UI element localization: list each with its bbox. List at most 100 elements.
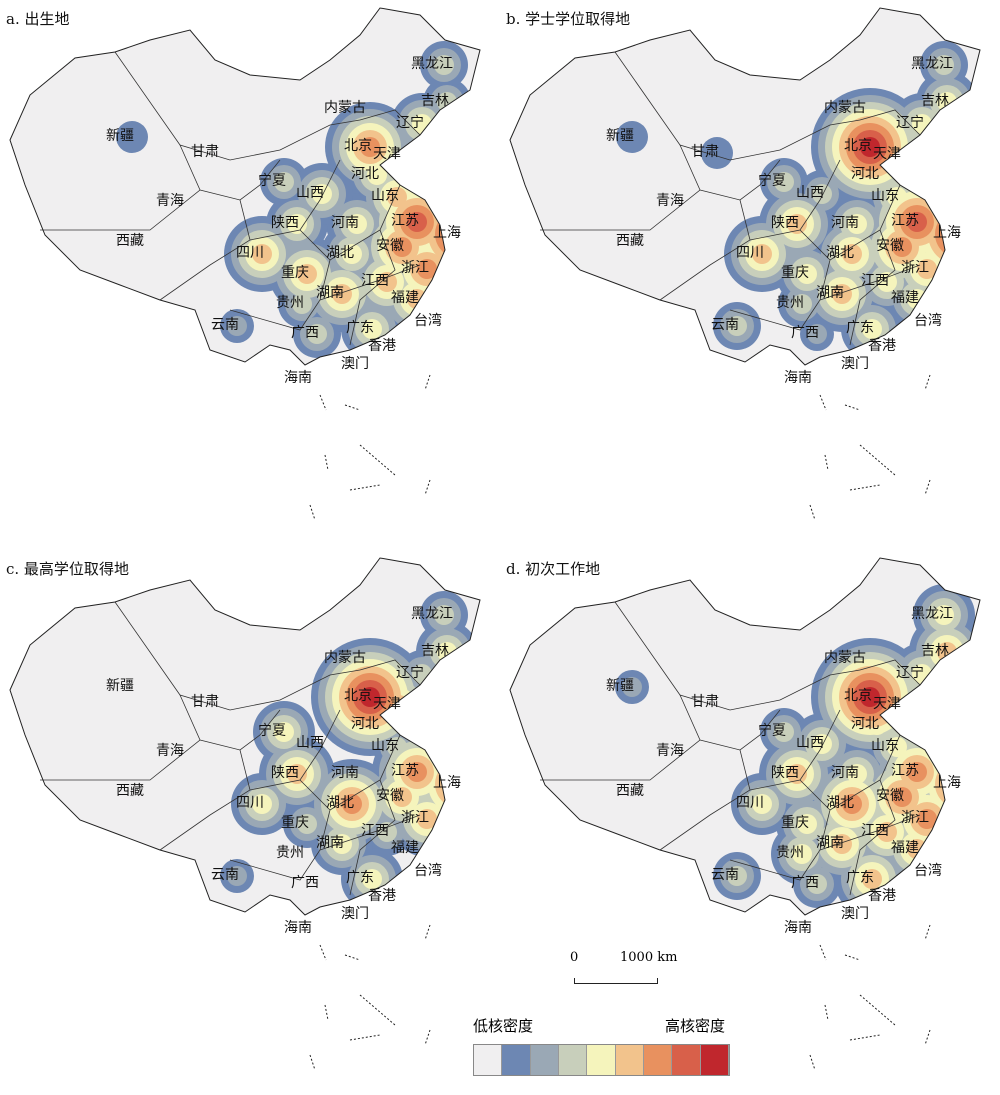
province-border (319, 814, 421, 851)
province-label: 江苏 (391, 763, 419, 779)
south-china-sea-boundary (849, 1034, 881, 1041)
south-china-sea-boundary (849, 484, 881, 491)
province-border (859, 659, 921, 686)
south-china-sea-boundary (359, 994, 396, 1026)
density-山西 (312, 184, 332, 204)
country-outline (9, 557, 481, 916)
province-label: 香港 (368, 888, 396, 904)
province-label: 贵州 (276, 295, 304, 311)
province-label: 安徽 (376, 788, 404, 804)
density-山西 (812, 734, 832, 754)
province-border (199, 709, 281, 751)
province-label: 河北 (851, 166, 879, 182)
province-label: 黑龙江 (411, 56, 453, 72)
south-china-sea-boundary (844, 954, 861, 961)
province-label: 黑龙江 (911, 56, 953, 72)
province-label: 北京 (844, 688, 872, 704)
panel-title: c. 最高学位取得地 (6, 560, 129, 578)
density-广东 (362, 319, 382, 339)
density-云南 (727, 316, 747, 336)
province-label: 广西 (291, 325, 319, 341)
density-江西 (377, 822, 397, 842)
south-china-sea-boundary (424, 924, 431, 941)
province-label: 云南 (211, 867, 239, 883)
density-广西 (807, 324, 827, 344)
density-安徽 (392, 237, 412, 257)
density-河南 (347, 214, 367, 234)
south-china-sea-boundary (819, 394, 827, 411)
south-china-sea-boundary (809, 504, 816, 521)
density-广东 (862, 319, 882, 339)
legend-high: 高核密度 (664, 1017, 725, 1035)
province-label: 广东 (346, 320, 374, 336)
province-label: 台湾 (914, 312, 942, 329)
province-label: 贵州 (776, 295, 804, 311)
south-china-sea-boundary (424, 374, 431, 391)
legend-swatch-3 (558, 1045, 588, 1075)
density-云南 (727, 866, 747, 886)
province-border (659, 199, 751, 301)
province-label: 广西 (791, 325, 819, 341)
province-label: 河北 (851, 716, 879, 732)
density-广东 (362, 869, 382, 889)
density-江西 (877, 272, 897, 292)
province-label: 吉林 (421, 643, 449, 659)
province-label: 台湾 (914, 862, 942, 879)
density-黑龙江 (434, 55, 454, 75)
province-label: 江苏 (891, 763, 919, 779)
province-border (249, 709, 341, 791)
density-山西 (812, 184, 832, 204)
density-安徽 (392, 787, 412, 807)
panel-title: b. 学士学位取得地 (506, 10, 631, 28)
density-四川 (752, 244, 772, 264)
density-重庆 (797, 814, 817, 834)
map-panel-c: 新疆 甘肃 青海 西藏 内蒙古 黑龙江 吉林 辽宁 北京 天津 河北 山西 宁夏 山东 陕西 河南 江苏 上海 安徽… (0, 550, 500, 1095)
province-label: 陕西 (271, 765, 299, 781)
density-四川 (252, 244, 272, 264)
province-label: 甘肃 (691, 144, 719, 160)
density-广西 (307, 324, 327, 344)
density-宁夏 (774, 722, 794, 742)
province-label: 内蒙古 (324, 100, 366, 116)
province-label: 香港 (368, 338, 396, 354)
density-湖北 (342, 794, 362, 814)
province-border (249, 159, 341, 241)
scale-bar: 0 1000 km (570, 950, 677, 990)
legend-swatch-4 (587, 1045, 616, 1075)
province-label: 甘肃 (191, 694, 219, 710)
province-border (40, 694, 201, 781)
density-山东 (387, 187, 407, 207)
province-border (749, 709, 841, 791)
density-湖北 (842, 244, 862, 264)
density-江西 (877, 822, 897, 842)
density-宁夏 (774, 172, 794, 192)
density-北京 (360, 687, 380, 707)
province-label: 河北 (351, 716, 379, 732)
province-label: 海南 (284, 370, 312, 386)
province-label: 福建 (391, 290, 419, 306)
province-border (299, 734, 401, 811)
density-黑龙江 (934, 55, 954, 75)
province-border (229, 259, 331, 331)
panel-title: d. 初次工作地 (506, 560, 601, 578)
density-陕西 (787, 764, 807, 784)
province-label: 福建 (891, 840, 919, 856)
density-广西 (807, 874, 827, 894)
province-label: 重庆 (781, 815, 809, 831)
province-border (819, 264, 921, 301)
density-浙江 (917, 259, 937, 279)
density-黑龙江 (934, 605, 954, 625)
south-china-sea-boundary (319, 394, 327, 411)
density-云南 (227, 866, 247, 886)
province-label: 宁夏 (758, 172, 786, 189)
province-border (159, 749, 251, 851)
province-label: 湖南 (816, 285, 844, 301)
province-label: 山西 (296, 185, 324, 201)
province-label: 辽宁 (896, 664, 924, 681)
legend-swatch-7 (672, 1045, 701, 1075)
country-outline (9, 7, 481, 366)
province-border (659, 749, 751, 851)
